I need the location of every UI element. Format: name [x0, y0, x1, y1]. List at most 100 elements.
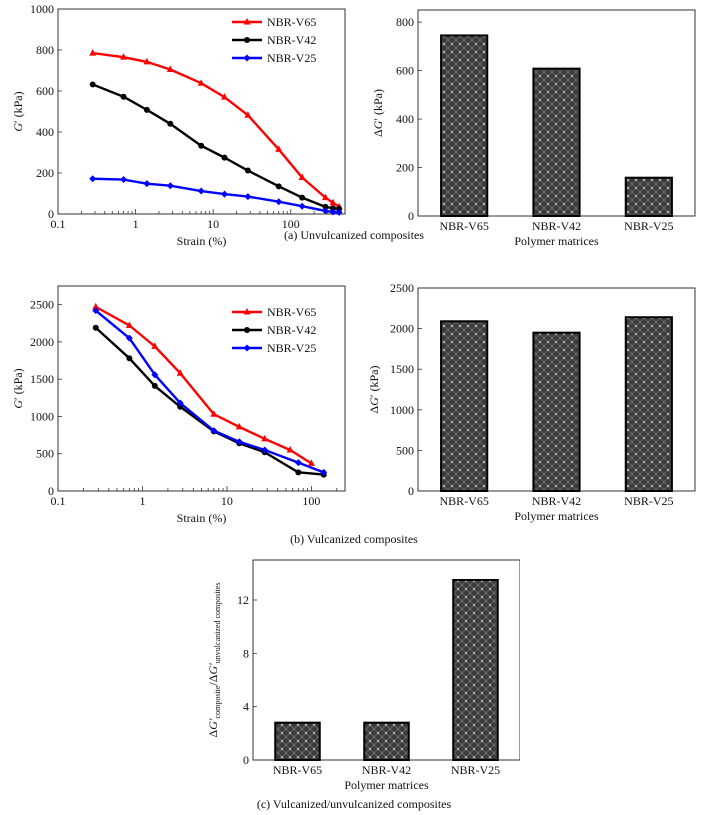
- bar-nbr-v42: [532, 331, 581, 492]
- y-axis-label-prefix: Δ: [371, 129, 385, 137]
- data-point-nbr-v25: [294, 459, 302, 467]
- y-tick-label: 800: [396, 15, 414, 29]
- y-axis-label-suffix: ′ (kPa): [371, 89, 385, 121]
- y-tick-label: 0: [408, 209, 414, 223]
- x-axis-label: Polymer matrices: [344, 778, 429, 792]
- x-tick-label: NBR-V25: [624, 494, 673, 508]
- data-point-nbr-v65: [151, 342, 159, 349]
- y-tick-label: 1000: [30, 409, 54, 423]
- series-line-nbr-v65: [92, 51, 340, 208]
- data-point-nbr-v42: [275, 183, 282, 190]
- x-tick-label: NBR-V65: [273, 763, 322, 777]
- x-axis-label: Polymer matrices: [514, 509, 599, 523]
- x-tick-label: NBR-V42: [532, 219, 581, 233]
- data-point-nbr-v42: [167, 120, 174, 127]
- data-point-nbr-v42: [299, 194, 306, 201]
- legend-label-nbr-v42: NBR-V42: [267, 323, 316, 337]
- y-axis-label-symbol: G: [11, 400, 25, 409]
- data-point-nbr-v25: [210, 427, 218, 435]
- data-point-nbr-v42: [295, 469, 302, 476]
- data-point-nbr-v65: [176, 369, 184, 376]
- y-axis-label-symbol: G: [367, 397, 381, 406]
- data-point-nbr-v25: [176, 399, 184, 407]
- data-point-nbr-v25: [92, 307, 100, 315]
- data-point-nbr-v42: [143, 106, 150, 113]
- x-axis-label: Strain (%): [177, 234, 227, 248]
- data-point-nbr-v65: [89, 49, 97, 56]
- y-tick-label: 600: [396, 64, 414, 78]
- y-axis-label-symbol: G: [11, 123, 25, 132]
- x-tick-label: NBR-V25: [624, 219, 673, 233]
- y-axis-label: G′ (kPa): [11, 91, 25, 131]
- y-tick-label: 1000: [30, 2, 54, 16]
- caption-a: (a) Unvulcanized composites: [284, 228, 424, 242]
- x-tick-label: 100: [302, 494, 320, 508]
- data-point-nbr-v42: [198, 142, 205, 149]
- bar-nbr-v25: [452, 579, 499, 761]
- x-tick-label: NBR-V65: [439, 219, 488, 233]
- y-tick-label: 400: [396, 112, 414, 126]
- data-point-nbr-v65: [307, 459, 315, 466]
- data-point-nbr-v65: [166, 65, 174, 72]
- data-point-nbr-v25: [235, 438, 243, 446]
- chart-c-ratio-vulcanized-unvulcanized: 0 4 8 12 NBR-V65 NBR-V42 NBR-V25 Polymer matric…: [206, 559, 520, 792]
- x-tick-label: 1: [139, 494, 145, 508]
- y-axis-label-sub2: unvulcanized composites: [213, 583, 222, 664]
- caption-b: (b) Vulcanized composites: [290, 532, 418, 546]
- x-tick-label: 1: [133, 217, 139, 231]
- x-tick-label: NBR-V65: [439, 494, 488, 508]
- y-tick-label: 4: [243, 700, 249, 714]
- data-point-nbr-v65: [329, 198, 337, 206]
- y-tick-label: 0: [48, 484, 54, 498]
- data-point-nbr-v25: [197, 187, 205, 195]
- y-axis-label: ΔG′composite/ΔG′unvulcanized composites: [206, 583, 222, 738]
- data-point-nbr-v65: [298, 173, 306, 181]
- data-point-nbr-v65: [286, 446, 294, 453]
- data-point-nbr-v25: [321, 207, 329, 215]
- y-axis-label-symbol2: G′: [206, 663, 220, 675]
- bar-nbr-v42: [363, 721, 410, 762]
- data-point-nbr-v25: [320, 468, 328, 476]
- legend-marker-nbr-v65: [243, 308, 251, 315]
- chart-b-delta-g-vulcanized: 0 500 1000 1500 2000 2500 NBR-V65 NBR-V42 NBR-V2…: [367, 281, 696, 523]
- legend-marker-nbr-v25: [243, 54, 251, 62]
- x-tick-label: 100: [282, 217, 300, 231]
- y-tick-label: 12: [237, 593, 249, 607]
- y-axis-label: ΔG′ (kPa): [367, 365, 381, 413]
- data-point-nbr-v25: [166, 182, 174, 190]
- series-line-nbr-v42: [92, 83, 340, 211]
- y-tick-label: 200: [36, 166, 54, 180]
- y-tick-label: 600: [36, 84, 54, 98]
- data-point-nbr-v25: [335, 208, 343, 216]
- caption-c: (c) Vulcanized/unvulcanized composites: [256, 797, 452, 811]
- y-tick-label: 2500: [390, 281, 414, 295]
- x-tick-label: 0.1: [51, 217, 66, 231]
- data-point-nbr-v65: [275, 145, 283, 152]
- bar-nbr-v65: [440, 34, 489, 218]
- bar-nbr-v42: [532, 67, 581, 217]
- x-axis-label: Strain (%): [177, 511, 227, 525]
- data-point-nbr-v42: [89, 81, 96, 88]
- data-point-nbr-v25: [261, 446, 269, 454]
- data-point-nbr-v65: [92, 302, 100, 310]
- legend-marker-nbr-v42: [244, 37, 250, 43]
- bar-nbr-v65: [440, 320, 489, 492]
- legend-marker-nbr-v42: [244, 327, 250, 333]
- y-axis-label-suffix: ′ (kPa): [11, 368, 25, 400]
- data-point-nbr-v25: [143, 180, 151, 188]
- legend-marker-nbr-v25: [243, 344, 251, 352]
- legend-label-nbr-v25: NBR-V25: [267, 341, 316, 355]
- data-point-nbr-v25: [125, 334, 133, 342]
- y-tick-label: 1500: [30, 372, 54, 386]
- data-point-nbr-v42: [151, 382, 158, 389]
- x-axis-label: Polymer matrices: [514, 234, 599, 248]
- data-point-nbr-v42: [126, 355, 133, 362]
- data-point-nbr-v65: [125, 321, 133, 329]
- y-tick-label: 0: [243, 753, 249, 767]
- x-tick-label: 10: [221, 494, 233, 508]
- data-point-nbr-v25: [151, 371, 159, 379]
- data-point-nbr-v42: [244, 167, 251, 174]
- legend-label-nbr-v65: NBR-V65: [267, 305, 316, 319]
- y-tick-label: 8: [243, 646, 249, 660]
